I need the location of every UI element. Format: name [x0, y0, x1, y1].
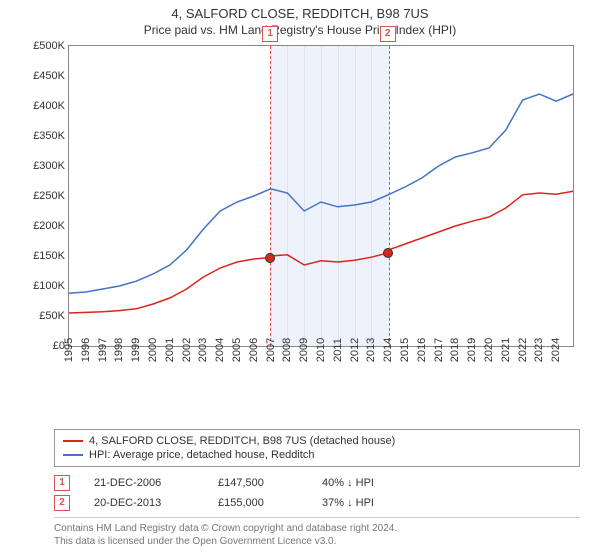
event-badge: 2	[54, 495, 70, 511]
legend-row: 4, SALFORD CLOSE, REDDITCH, B98 7US (det…	[63, 434, 571, 448]
y-tick-label: £250K	[33, 190, 65, 202]
chart-subtitle: Price paid vs. HM Land Registry's House …	[0, 23, 600, 37]
series-svg	[69, 46, 573, 346]
y-tick-label: £150K	[33, 250, 65, 262]
legend-swatch	[63, 440, 83, 442]
plot-area: £0£50K£100K£150K£200K£250K£300K£350K£400…	[68, 45, 574, 347]
legend-label: 4, SALFORD CLOSE, REDDITCH, B98 7US (det…	[89, 435, 395, 447]
footer-attribution: Contains HM Land Registry data © Crown c…	[54, 517, 580, 548]
series-line-property	[69, 191, 573, 313]
event-row: 1 21-DEC-2006 £147,500 40% ↓ HPI	[54, 473, 580, 493]
event-row: 2 20-DEC-2013 £155,000 37% ↓ HPI	[54, 493, 580, 513]
y-tick-label: £350K	[33, 130, 65, 142]
legend-swatch	[63, 454, 83, 456]
event-hpi-delta: 37% ↓ HPI	[322, 497, 374, 509]
y-tick-label: £300K	[33, 160, 65, 172]
y-tick-label: £100K	[33, 280, 65, 292]
series-line-hpi	[69, 94, 573, 293]
event-price: £155,000	[218, 497, 298, 509]
marker-dot-1	[265, 253, 275, 263]
y-tick-label: £200K	[33, 220, 65, 232]
chart-title-block: 4, SALFORD CLOSE, REDDITCH, B98 7US Pric…	[0, 0, 600, 41]
legend-row: HPI: Average price, detached house, Redd…	[63, 448, 571, 462]
y-tick-label: £500K	[33, 40, 65, 52]
y-tick-label: £50K	[39, 310, 65, 322]
y-tick-label: £400K	[33, 100, 65, 112]
event-price: £147,500	[218, 477, 298, 489]
chart-title-address: 4, SALFORD CLOSE, REDDITCH, B98 7US	[0, 6, 600, 21]
events-table: 1 21-DEC-2006 £147,500 40% ↓ HPI 2 20-DEC-201…	[54, 473, 580, 513]
marker-badge-1: 1	[262, 26, 278, 42]
footer-line-2: This data is licensed under the Open Gov…	[54, 535, 580, 548]
chart-area: £0£50K£100K£150K£200K£250K£300K£350K£400…	[20, 45, 580, 375]
legend-label: HPI: Average price, detached house, Redd…	[89, 449, 314, 461]
event-hpi-delta: 40% ↓ HPI	[322, 477, 374, 489]
y-tick-label: £450K	[33, 70, 65, 82]
event-date: 21-DEC-2006	[94, 477, 194, 489]
event-badge: 1	[54, 475, 70, 491]
marker-badge-2: 2	[380, 26, 396, 42]
footer-line-1: Contains HM Land Registry data © Crown c…	[54, 522, 580, 535]
event-date: 20-DEC-2013	[94, 497, 194, 509]
marker-dot-2	[383, 248, 393, 258]
legend: 4, SALFORD CLOSE, REDDITCH, B98 7US (det…	[54, 429, 580, 467]
